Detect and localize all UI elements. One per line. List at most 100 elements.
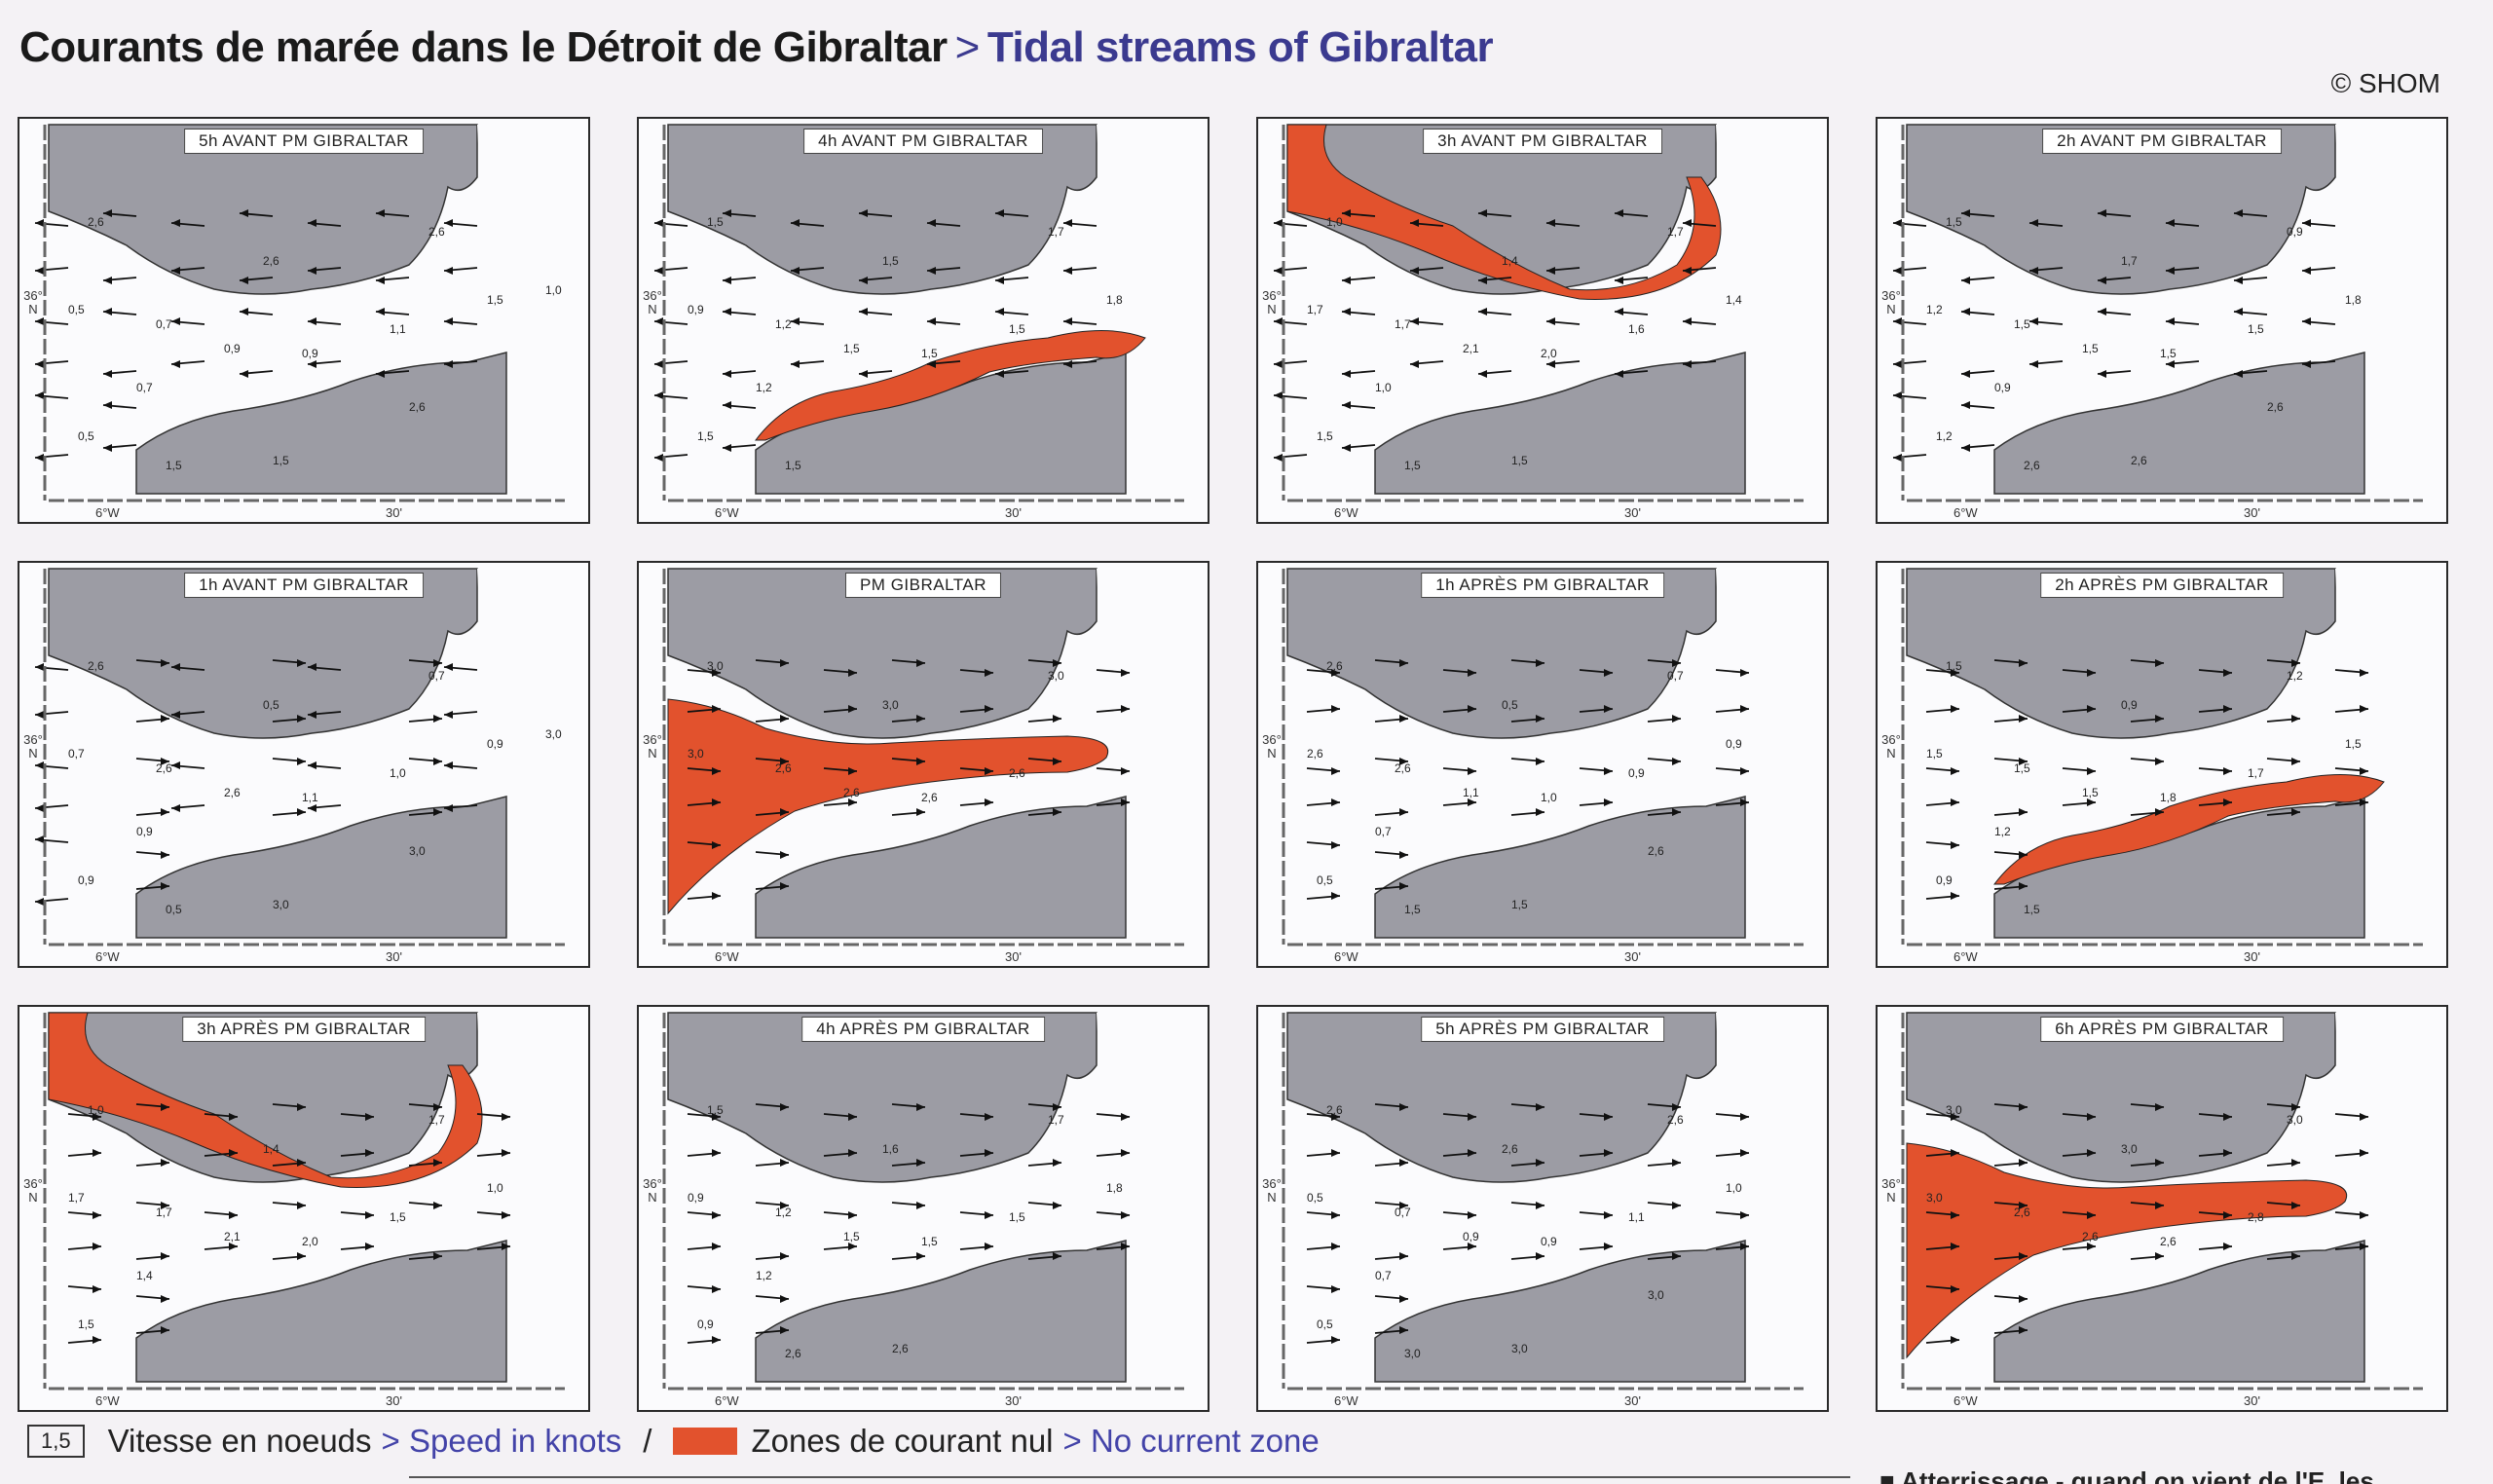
current-arrow (891, 1202, 926, 1209)
current-arrow (135, 1326, 170, 1334)
tidal-panel: 2,6 0,5 0,7 0,7 2,6 2,6 1,1 1,0 0,9 0,9 0,9 0,5 3,0 3… (18, 561, 590, 968)
current-arrow (135, 1159, 170, 1167)
current-arrow (443, 711, 478, 719)
longitude-label-left: 6°W (1334, 1393, 1358, 1408)
current-arrow (1306, 1149, 1341, 1157)
panel-title: 2h AVANT PM GIBRALTAR (2042, 129, 2282, 154)
tidal-panel: 2,6 0,5 0,7 2,6 2,6 1,1 1,0 0,9 0,9 0,7 0,5 1,5 1,5 2… (1256, 561, 1829, 968)
panel-title: 1h APRÈS PM GIBRALTAR (1421, 573, 1664, 598)
current-arrow (2334, 1243, 2369, 1250)
current-arrow (204, 1113, 239, 1121)
speed-label: 1,5 (921, 347, 938, 360)
current-arrow (1647, 1159, 1682, 1167)
longitude-label-right: 30' (1005, 1393, 1022, 1408)
current-arrow (653, 454, 688, 462)
current-arrow (1892, 317, 1927, 325)
zero-current-zone (48, 1012, 483, 1188)
speed-label: 1,5 (78, 1317, 94, 1331)
latitude-label: 36° N (1262, 732, 1282, 761)
speed-label: 0,7 (1395, 1206, 1411, 1219)
current-arrow (170, 663, 205, 671)
current-arrow (1925, 1243, 1960, 1250)
current-arrow (239, 277, 274, 284)
current-arrow (959, 767, 994, 775)
current-arrow (102, 370, 137, 378)
current-arrow (272, 1159, 307, 1167)
morocco-coast (135, 796, 507, 939)
current-arrow (1027, 1103, 1062, 1111)
current-arrow (722, 277, 757, 284)
current-arrow (2130, 1202, 2165, 1209)
current-arrow (1510, 758, 1545, 765)
speed-label: 0,9 (1994, 381, 2011, 394)
current-arrow (1477, 209, 1512, 217)
longitude-label-right: 30' (1005, 505, 1022, 520)
current-arrow (170, 761, 205, 769)
strait-map: 2,6 2,6 2,6 0,5 0,7 0,9 0,9 1,1 1,0 0,7 0,5 3,0 3,0 3… (1282, 1012, 1827, 1391)
current-arrow (687, 1149, 722, 1157)
current-arrow (653, 219, 688, 227)
latitude-label: 36° N (23, 732, 43, 761)
current-arrow (1925, 798, 1960, 806)
current-arrow (135, 1103, 170, 1111)
spain-coast (1286, 1012, 1717, 1183)
current-arrow (959, 798, 994, 806)
morocco-coast (1374, 796, 1746, 939)
current-arrow (1374, 882, 1409, 890)
legend-zero-current-swatch (673, 1428, 738, 1455)
current-arrow (1096, 798, 1131, 806)
current-arrow (1925, 669, 1960, 677)
current-arrow (34, 360, 69, 368)
tidal-panel: 3,0 3,0 3,0 3,0 2,6 2,6 2,6 2,8 6h APRÈS PM GIBR… (1876, 1005, 2448, 1412)
morocco-coast (1993, 1240, 2365, 1383)
current-arrow (443, 761, 478, 769)
current-arrow (959, 1149, 994, 1157)
current-arrow (408, 1252, 443, 1260)
speed-label: 0,5 (1502, 698, 1518, 712)
current-arrow (2028, 219, 2064, 227)
current-arrow (1993, 1295, 2028, 1303)
latitude-label: 36° N (23, 288, 43, 316)
speed-label: 2,6 (921, 791, 938, 804)
current-arrow (34, 454, 69, 462)
speed-label: 1,5 (2024, 903, 2040, 916)
current-arrow (204, 1211, 239, 1219)
current-arrow (135, 1252, 170, 1260)
current-arrow (2198, 705, 2233, 713)
current-arrow (2334, 1211, 2369, 1219)
current-arrow (1993, 1252, 2028, 1260)
current-arrow (1715, 669, 1750, 677)
spain-coast (667, 1012, 1098, 1183)
speed-label: 3,0 (1946, 1103, 1962, 1117)
speed-label: 2,6 (1502, 1142, 1518, 1156)
legend-zone-en: > No current zone (1062, 1423, 1320, 1459)
current-arrow (2198, 1211, 2233, 1219)
current-arrow (1442, 1113, 1477, 1121)
current-arrow (170, 804, 205, 812)
speed-label: 0,5 (166, 903, 182, 916)
current-arrow (2130, 659, 2165, 667)
current-arrow (307, 761, 342, 769)
panel-title: 6h APRÈS PM GIBRALTAR (2040, 1017, 2284, 1042)
speed-label: 1,6 (882, 1142, 899, 1156)
current-arrow (1306, 1285, 1341, 1293)
current-arrow (959, 1211, 994, 1219)
tidal-panel: 3,0 3,0 3,0 3,0 2,6 2,6 2,6 2,6 PM GIBRALTAR 36° … (637, 561, 1209, 968)
speed-label: 1,1 (1463, 786, 1479, 799)
panel-title: 1h AVANT PM GIBRALTAR (184, 573, 424, 598)
current-arrow (272, 1252, 307, 1260)
current-arrow (926, 219, 961, 227)
current-arrow (239, 209, 274, 217)
current-arrow (307, 317, 342, 325)
longitude-label-left: 6°W (1334, 949, 1358, 964)
current-arrow (1306, 705, 1341, 713)
current-arrow (272, 808, 307, 816)
longitude-label-left: 6°W (1953, 505, 1978, 520)
current-arrow (135, 1295, 170, 1303)
current-arrow (67, 1149, 102, 1157)
current-arrow (2165, 360, 2200, 368)
current-arrow (2062, 705, 2097, 713)
current-arrow (1614, 209, 1649, 217)
current-arrow (2301, 219, 2336, 227)
strait-map: 2,6 0,5 0,7 0,7 2,6 2,6 1,1 1,0 0,9 0,9 0,9 0,5 3,0 3… (34, 568, 588, 946)
